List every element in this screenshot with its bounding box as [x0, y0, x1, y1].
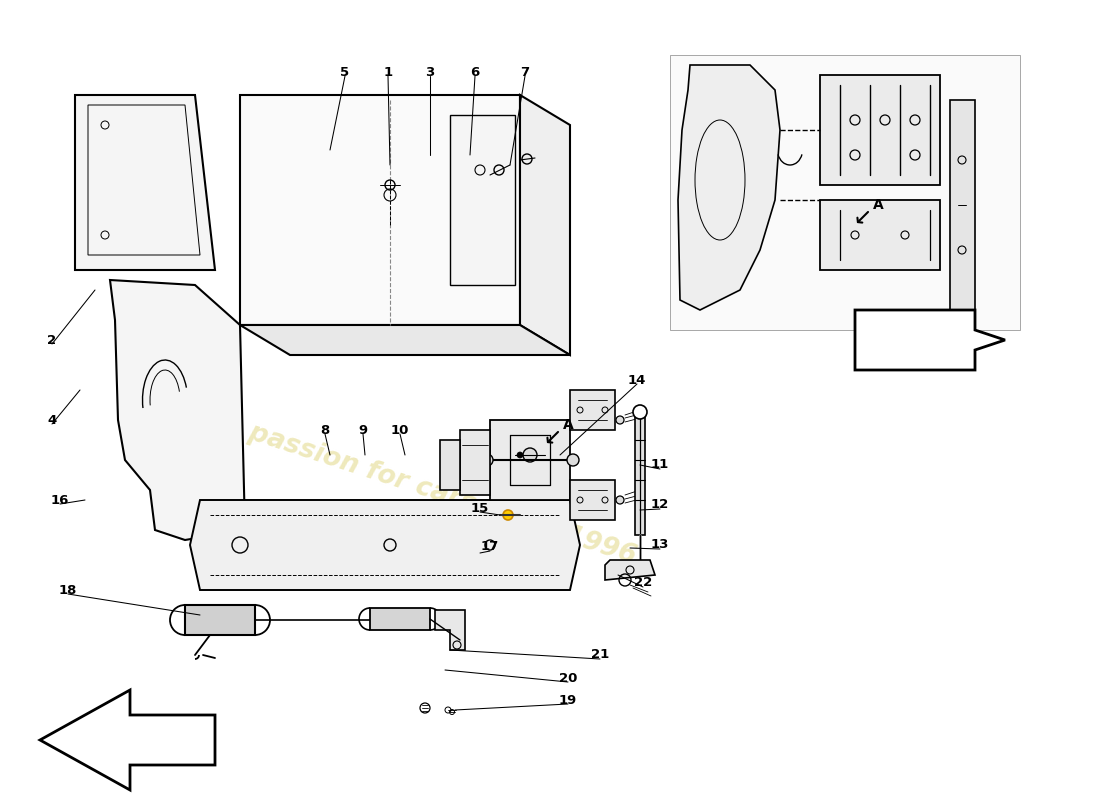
Polygon shape: [440, 440, 460, 490]
Polygon shape: [570, 480, 615, 520]
Text: 2: 2: [47, 334, 56, 346]
Polygon shape: [240, 325, 570, 355]
Polygon shape: [510, 100, 565, 270]
Circle shape: [522, 448, 537, 462]
Circle shape: [503, 510, 513, 520]
Text: 20: 20: [559, 671, 578, 685]
Circle shape: [632, 405, 647, 419]
Polygon shape: [670, 55, 1020, 330]
Text: 7: 7: [520, 66, 529, 78]
Polygon shape: [820, 75, 940, 185]
Text: 8: 8: [320, 423, 330, 437]
Text: 3: 3: [426, 66, 434, 78]
Polygon shape: [190, 500, 580, 590]
Text: A: A: [872, 198, 883, 212]
Polygon shape: [678, 65, 780, 310]
Text: 16: 16: [51, 494, 69, 506]
Text: 21: 21: [591, 649, 609, 662]
Polygon shape: [450, 115, 515, 285]
Text: 4: 4: [47, 414, 56, 426]
Polygon shape: [820, 200, 940, 270]
Text: 12: 12: [651, 498, 669, 511]
Text: 22: 22: [634, 577, 652, 590]
Polygon shape: [75, 95, 214, 270]
Text: 11: 11: [651, 458, 669, 471]
Circle shape: [517, 452, 522, 458]
Circle shape: [566, 454, 579, 466]
Polygon shape: [520, 95, 570, 355]
Text: 9: 9: [359, 423, 367, 437]
Text: 19: 19: [559, 694, 578, 706]
Polygon shape: [240, 95, 520, 325]
Polygon shape: [950, 100, 975, 310]
Polygon shape: [570, 390, 615, 430]
Polygon shape: [370, 608, 430, 630]
Polygon shape: [460, 430, 490, 495]
Polygon shape: [855, 310, 1005, 370]
Polygon shape: [434, 610, 465, 650]
Polygon shape: [185, 605, 255, 635]
Circle shape: [616, 416, 624, 424]
Circle shape: [632, 561, 647, 575]
Text: 1: 1: [384, 66, 393, 78]
Circle shape: [481, 454, 493, 466]
Polygon shape: [110, 280, 245, 540]
Polygon shape: [270, 240, 565, 270]
Text: 18: 18: [58, 583, 77, 597]
Polygon shape: [490, 420, 570, 500]
Text: 15: 15: [471, 502, 490, 514]
Polygon shape: [40, 690, 214, 790]
Text: 6: 6: [471, 66, 480, 78]
Text: 10: 10: [390, 423, 409, 437]
Polygon shape: [635, 415, 645, 535]
Circle shape: [616, 496, 624, 504]
Polygon shape: [605, 560, 654, 580]
Text: a passion for cars since 1996: a passion for cars since 1996: [220, 410, 640, 570]
Text: 14: 14: [628, 374, 646, 386]
Text: A: A: [562, 418, 573, 432]
Polygon shape: [270, 100, 510, 240]
Text: 13: 13: [651, 538, 669, 551]
Text: 17: 17: [481, 541, 499, 554]
Text: 5: 5: [340, 66, 350, 78]
